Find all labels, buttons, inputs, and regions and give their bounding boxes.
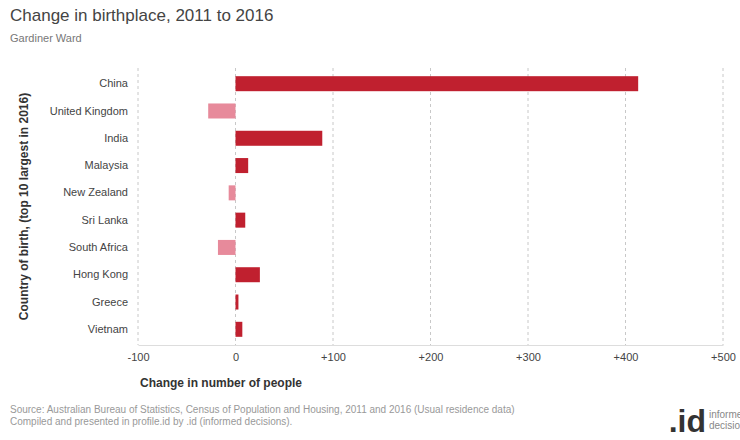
x-tick-label: 0	[233, 351, 239, 363]
x-tick: +300	[516, 345, 541, 363]
y-tick: New Zealand	[63, 186, 138, 198]
y-tick: India	[104, 132, 138, 144]
y-tick: Malaysia	[85, 159, 138, 171]
bar	[236, 131, 323, 146]
grid-line	[723, 68, 724, 345]
x-tick-label: +200	[419, 351, 444, 363]
grid-line	[430, 68, 431, 345]
bar	[236, 213, 246, 228]
y-tick-label: Hong Kong	[73, 268, 128, 280]
y-tick-label: United Kingdom	[50, 105, 128, 117]
y-axis-line	[138, 69, 139, 346]
y-tick-label: Greece	[92, 296, 128, 308]
y-tick: Greece	[92, 296, 138, 308]
grid-line	[625, 68, 626, 345]
grid-line	[528, 68, 529, 345]
x-tick: +200	[419, 345, 444, 363]
bar	[208, 103, 235, 118]
y-tick-label: Vietnam	[88, 323, 128, 335]
y-tick-label: India	[104, 132, 129, 144]
subtitle: Gardiner Ward	[10, 32, 82, 44]
x-axis-title: Change in number of people	[140, 376, 302, 390]
x-tick-label: +100	[321, 351, 346, 363]
logo-mark: .id	[669, 403, 706, 439]
plot: -100 0 +100 +200 +300 +400 +500 China United Kin…	[50, 68, 736, 363]
source: Source: Australian Bureau of Statistics,…	[10, 404, 515, 415]
x-tick-label: +500	[711, 351, 736, 363]
y-tick-label: South Africa	[69, 241, 129, 253]
bar	[229, 185, 236, 200]
x-tick-label: -100	[127, 351, 149, 363]
y-axis: China United Kingdom India Malaysia New Zeal…	[50, 69, 139, 346]
logo-text: informed	[709, 409, 740, 420]
y-tick: China	[99, 77, 138, 89]
y-tick-label: New Zealand	[63, 186, 128, 198]
x-tick: 0	[233, 345, 239, 363]
bar	[218, 240, 236, 255]
y-tick: United Kingdom	[50, 105, 138, 117]
x-axis-line	[139, 345, 724, 346]
x-tick-label: +300	[516, 351, 541, 363]
y-tick: South Africa	[69, 241, 138, 253]
bar	[236, 76, 639, 91]
x-tick: -100	[127, 345, 149, 363]
y-tick-label: Malaysia	[85, 159, 129, 171]
bar	[236, 158, 249, 173]
y-axis-title: Country of birth, (top 10 largest in 201…	[17, 93, 31, 320]
bar	[236, 267, 260, 282]
x-tick-label: +400	[614, 351, 639, 363]
x-tick: +400	[614, 345, 639, 363]
x-axis: -100 0 +100 +200 +300 +400 +500	[127, 345, 735, 363]
source: Compiled and presented in profile.id by …	[10, 416, 292, 427]
bar	[236, 322, 243, 337]
bars	[208, 76, 638, 337]
y-tick: Vietnam	[88, 323, 138, 335]
y-tick: Hong Kong	[73, 268, 138, 280]
bar	[236, 295, 239, 310]
grid-line	[333, 68, 334, 345]
grid-line	[138, 68, 139, 345]
chart: Change in birthplace, 2011 to 2016 Gardin…	[0, 0, 740, 440]
grid	[138, 68, 723, 345]
y-tick-label: China	[99, 77, 129, 89]
y-tick-label: Sri Lanka	[82, 214, 129, 226]
title: Change in birthplace, 2011 to 2016	[10, 6, 273, 25]
y-tick: Sri Lanka	[82, 214, 138, 226]
x-tick: +100	[321, 345, 346, 363]
x-tick: +500	[711, 345, 736, 363]
logo-text: decisions	[709, 420, 740, 431]
